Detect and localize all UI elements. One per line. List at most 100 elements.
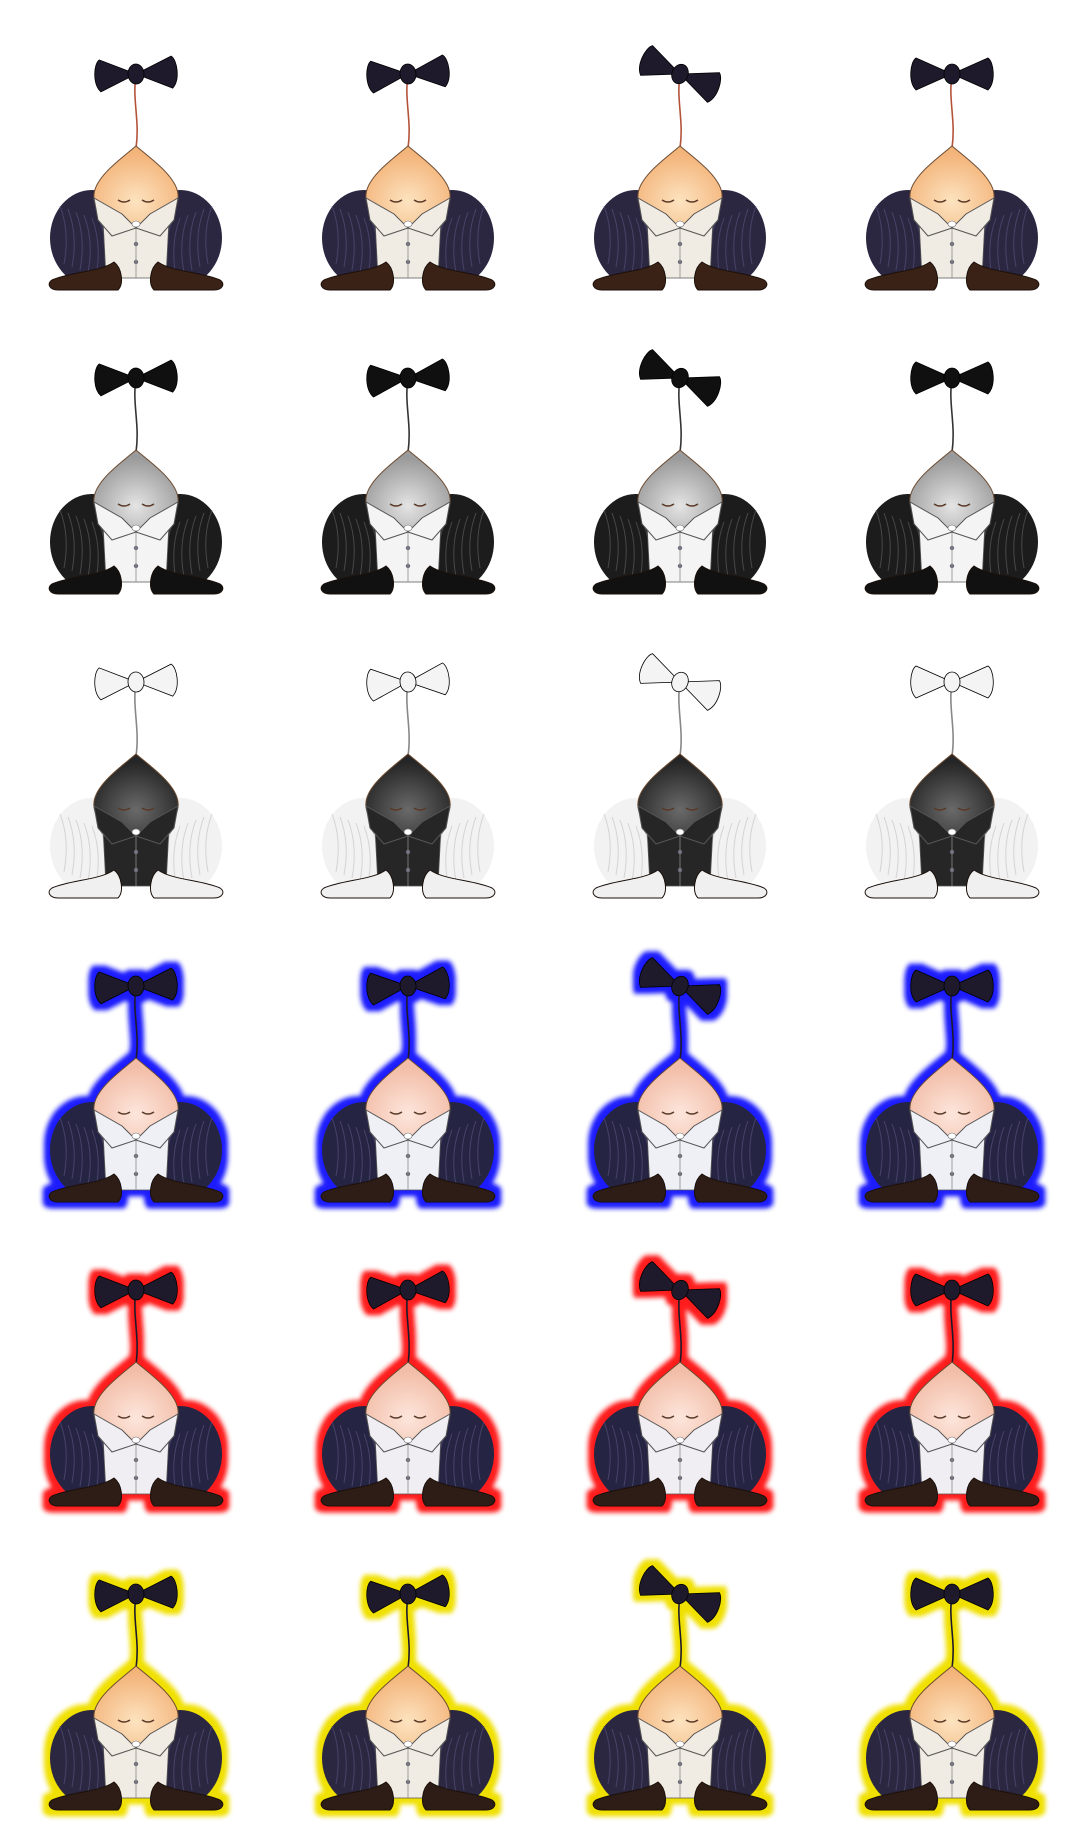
coat-hatch [749, 205, 757, 265]
collar-right [951, 501, 995, 541]
shoe-left [320, 1781, 394, 1811]
coat-hatch [899, 1126, 907, 1186]
sprite-frame [544, 0, 816, 304]
collar-left [637, 1717, 681, 1757]
collar-right [951, 805, 995, 845]
coat-hatch [627, 214, 635, 274]
eye-right [957, 1111, 971, 1115]
coat-hatch [477, 509, 485, 569]
coat-hatch [83, 1126, 91, 1186]
shoe-right [694, 1781, 768, 1811]
shoe-left [592, 1173, 666, 1203]
coat-hatch [453, 1126, 461, 1186]
coat-hatch [189, 211, 197, 271]
shoe-left [592, 1477, 666, 1507]
coat-hatch [59, 1725, 67, 1785]
coat-hatch [181, 822, 189, 882]
bow-left-wing [94, 59, 137, 93]
eye-right [141, 1415, 155, 1419]
bow-left-wing [94, 1275, 137, 1309]
shoe-left [320, 1477, 394, 1507]
bow-left-wing [910, 969, 953, 1003]
coat-hatch [189, 515, 197, 575]
coat-hatch [883, 1424, 891, 1484]
sprite-string [950, 73, 954, 149]
bow-tie [366, 358, 450, 398]
eye-right [413, 807, 427, 811]
bow-right-wing [951, 1273, 994, 1307]
coat-hatch [339, 1424, 347, 1484]
coat-hatch [741, 1120, 749, 1180]
collar-left [637, 1413, 681, 1453]
sprite-frame [544, 608, 816, 912]
coat-hatch [749, 813, 757, 873]
coat-hatch [1013, 208, 1021, 268]
sprite-row-color [0, 0, 1088, 304]
bow-right-wing [135, 1575, 178, 1609]
bow-knot [671, 671, 689, 693]
coat-hatch [181, 518, 189, 578]
coat-hatch [347, 515, 355, 575]
collar-stud [947, 1132, 957, 1140]
shoe-left [320, 1173, 394, 1203]
bow-tie [639, 45, 722, 103]
collar-left [909, 501, 953, 541]
collar-right [951, 1717, 995, 1757]
bow-knot [127, 975, 145, 997]
collar-right [951, 1413, 995, 1453]
coat-hatch [339, 512, 347, 572]
shoe-right [966, 869, 1040, 899]
coat-hatch [197, 1424, 205, 1484]
shoe-right [694, 565, 768, 595]
sprite-string [678, 985, 682, 1061]
sprite-body [320, 1270, 496, 1507]
coat-hatch [83, 518, 91, 578]
coat-hatch [741, 208, 749, 268]
coat-hatch [469, 816, 477, 876]
coat-hatch [477, 1117, 485, 1177]
coat-hatch [347, 1123, 355, 1183]
sprite-body [48, 359, 224, 595]
coat-hatch [67, 1424, 75, 1484]
bow-left-wing [910, 1577, 953, 1611]
coat-hatch [733, 1731, 741, 1791]
sprite-graphic [320, 1574, 496, 1811]
collar-right [951, 1109, 995, 1149]
shoe-right [150, 1781, 224, 1811]
sprite-string [950, 377, 954, 453]
sprite-frame [272, 608, 544, 912]
coat-hatch [189, 819, 197, 879]
sprite-frame [272, 912, 544, 1216]
sprite-string [406, 985, 410, 1061]
collar-right [407, 1109, 451, 1149]
sprite-graphic [48, 967, 224, 1203]
bow-tie [366, 662, 450, 702]
sprite-frame [272, 1520, 544, 1824]
sprite-graphic [48, 1271, 224, 1507]
collar-right [135, 1413, 179, 1453]
shoe-left [48, 1781, 122, 1811]
eye-left [389, 807, 403, 811]
coat-hatch [899, 822, 907, 882]
shoe-left [320, 565, 394, 595]
collar-stud [947, 220, 957, 228]
sprite-graphic [592, 957, 768, 1203]
coat-hatch [75, 819, 83, 879]
collar-left [365, 1109, 409, 1149]
coat-hatch [891, 1731, 899, 1791]
collar-stud [131, 524, 141, 532]
sprite-body [320, 358, 496, 595]
bow-right-wing [135, 1271, 178, 1305]
coat-hatch [453, 1734, 461, 1794]
sprite-body [592, 653, 768, 899]
sprite-frame [0, 912, 272, 1216]
bow-right-wing [951, 1577, 994, 1611]
sprite-row-inverted [0, 608, 1088, 912]
sprite-graphic [864, 361, 1040, 595]
eye-right [685, 199, 699, 203]
bow-tie [94, 359, 178, 397]
coat-hatch [461, 515, 469, 575]
bow-knot [127, 367, 145, 389]
coat-hatch [1005, 211, 1013, 271]
coat-hatch [883, 816, 891, 876]
